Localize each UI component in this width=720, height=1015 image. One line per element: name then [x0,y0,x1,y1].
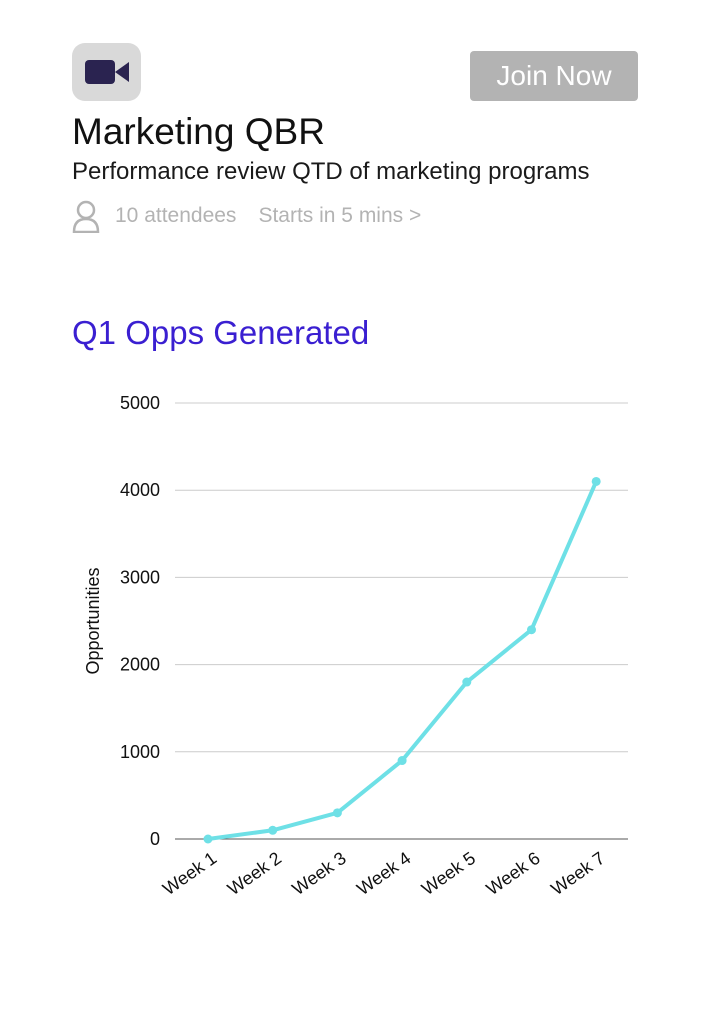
meeting-meta: 10 attendees Starts in 5 mins > [72,199,421,233]
data-point [527,625,536,635]
x-tick-label: Week 6 [483,848,544,899]
data-point [332,808,342,818]
attendees-count: 10 attendees [115,204,237,227]
y-axis-title: Opportunities [83,567,103,674]
y-tick-label: 2000 [120,655,160,675]
x-tick-label: Week 4 [353,848,414,899]
x-tick-label: Week 2 [224,848,285,899]
chart-title: Q1 Opps Generated [72,314,370,351]
video-call-tile [72,43,141,101]
meeting-title: Marketing QBR [72,111,325,152]
join-now-button[interactable]: Join Now [470,51,638,101]
starts-in-link[interactable]: Starts in 5 mins > [258,204,422,227]
data-point [268,825,278,835]
series-line [206,479,599,841]
person-icon [72,200,100,233]
y-tick-label: 1000 [120,742,160,762]
chart-series [203,476,601,844]
y-tick-label: 3000 [120,567,160,587]
data-point [591,476,601,486]
x-tick-label: Week 7 [547,848,608,899]
data-point [462,677,472,687]
video-camera-icon [84,60,129,84]
x-tick-label: Week 1 [159,848,220,899]
y-tick-label: 5000 [120,393,160,413]
x-tick-labels: Week 1 Week 2 Week 3 Week 4 Week 5 Week 6 Week… [159,848,608,899]
chart-gridlines [175,402,628,840]
opps-line-chart: 0 1000 2000 3000 4000 5000 Opportunities Week… [83,393,628,899]
y-tick-label: 0 [150,829,160,849]
y-tick-labels: 0 1000 2000 3000 4000 5000 [120,393,160,849]
meeting-subtitle: Performance review QTD of marketing prog… [72,158,590,185]
x-tick-label: Week 5 [418,848,479,899]
x-tick-label: Week 3 [288,848,349,899]
data-point [203,834,213,844]
data-point [397,756,407,766]
y-tick-label: 4000 [120,480,160,500]
